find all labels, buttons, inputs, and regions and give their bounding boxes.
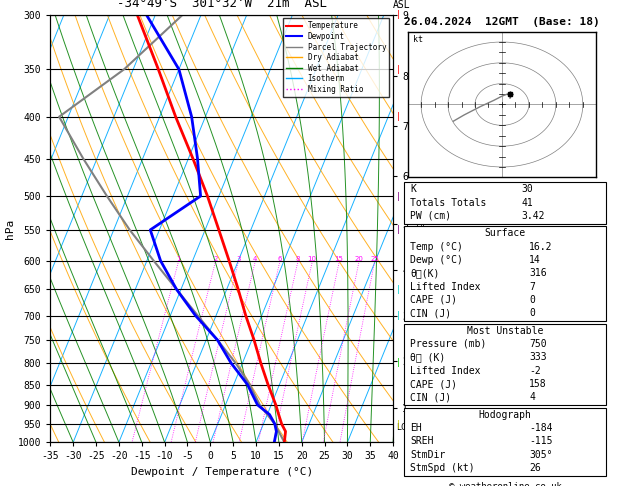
FancyBboxPatch shape xyxy=(404,226,606,321)
Text: Totals Totals: Totals Totals xyxy=(411,198,487,208)
Text: |: | xyxy=(396,419,401,429)
Text: 158: 158 xyxy=(529,379,547,389)
Text: 0: 0 xyxy=(529,308,535,318)
Text: Dewp (°C): Dewp (°C) xyxy=(411,255,464,265)
Text: Lifted Index: Lifted Index xyxy=(411,281,481,292)
Text: |: | xyxy=(396,191,401,201)
Text: Surface: Surface xyxy=(484,228,526,238)
Text: Lifted Index: Lifted Index xyxy=(411,365,481,376)
Text: Most Unstable: Most Unstable xyxy=(467,326,543,335)
Text: 2: 2 xyxy=(213,256,218,262)
Text: Mixing Ratio (g/kg): Mixing Ratio (g/kg) xyxy=(416,202,425,297)
Text: 20: 20 xyxy=(355,256,364,262)
Text: Temp (°C): Temp (°C) xyxy=(411,242,464,252)
Text: 7: 7 xyxy=(529,281,535,292)
Legend: Temperature, Dewpoint, Parcel Trajectory, Dry Adiabat, Wet Adiabat, Isotherm, Mi: Temperature, Dewpoint, Parcel Trajectory… xyxy=(283,18,389,97)
Text: LCL: LCL xyxy=(396,423,411,432)
FancyBboxPatch shape xyxy=(404,182,606,224)
Text: PW (cm): PW (cm) xyxy=(411,211,452,221)
Text: |: | xyxy=(396,112,401,122)
Text: © weatheronline.co.uk: © weatheronline.co.uk xyxy=(448,482,562,486)
Text: |: | xyxy=(396,311,401,320)
Text: 6: 6 xyxy=(277,256,282,262)
Text: CIN (J): CIN (J) xyxy=(411,392,452,402)
Text: 14: 14 xyxy=(529,255,541,265)
Text: 3: 3 xyxy=(236,256,240,262)
Y-axis label: hPa: hPa xyxy=(5,218,15,239)
Text: 16.2: 16.2 xyxy=(529,242,553,252)
Text: 25: 25 xyxy=(370,256,379,262)
Text: |: | xyxy=(396,10,401,19)
Text: EH: EH xyxy=(411,423,422,433)
Text: kt: kt xyxy=(413,35,423,44)
Text: CIN (J): CIN (J) xyxy=(411,308,452,318)
FancyBboxPatch shape xyxy=(404,408,606,476)
Text: 26: 26 xyxy=(529,463,541,473)
Text: SREH: SREH xyxy=(411,436,434,446)
Text: -115: -115 xyxy=(529,436,553,446)
Text: 26.04.2024  12GMT  (Base: 18): 26.04.2024 12GMT (Base: 18) xyxy=(404,17,600,27)
Text: |: | xyxy=(396,65,401,74)
Text: CAPE (J): CAPE (J) xyxy=(411,295,457,305)
Text: K: K xyxy=(411,184,416,194)
Text: StmDir: StmDir xyxy=(411,450,446,460)
Text: 0: 0 xyxy=(529,295,535,305)
Text: 10: 10 xyxy=(308,256,316,262)
Text: CAPE (J): CAPE (J) xyxy=(411,379,457,389)
Text: Hodograph: Hodograph xyxy=(479,410,532,419)
Text: -2: -2 xyxy=(529,365,541,376)
Text: 4: 4 xyxy=(529,392,535,402)
Text: Pressure (mb): Pressure (mb) xyxy=(411,339,487,349)
Text: 30: 30 xyxy=(521,184,533,194)
Text: |: | xyxy=(396,285,401,294)
Text: -184: -184 xyxy=(529,423,553,433)
Text: |: | xyxy=(396,359,401,367)
Text: 305°: 305° xyxy=(529,450,553,460)
Text: 8: 8 xyxy=(296,256,300,262)
Text: -34°49'S  301°32'W  21m  ASL: -34°49'S 301°32'W 21m ASL xyxy=(117,0,326,10)
Text: km
ASL: km ASL xyxy=(393,0,411,10)
Text: 3.42: 3.42 xyxy=(521,211,545,221)
X-axis label: Dewpoint / Temperature (°C): Dewpoint / Temperature (°C) xyxy=(131,467,313,477)
Text: 316: 316 xyxy=(529,268,547,278)
Text: 1: 1 xyxy=(176,256,181,262)
Text: θᴇ (K): θᴇ (K) xyxy=(411,352,446,362)
Text: 750: 750 xyxy=(529,339,547,349)
FancyBboxPatch shape xyxy=(404,324,606,405)
Text: |: | xyxy=(396,226,401,234)
Text: 41: 41 xyxy=(521,198,533,208)
Text: 4: 4 xyxy=(253,256,257,262)
Text: 333: 333 xyxy=(529,352,547,362)
Text: θᴇ(K): θᴇ(K) xyxy=(411,268,440,278)
Text: 15: 15 xyxy=(335,256,343,262)
Text: StmSpd (kt): StmSpd (kt) xyxy=(411,463,475,473)
